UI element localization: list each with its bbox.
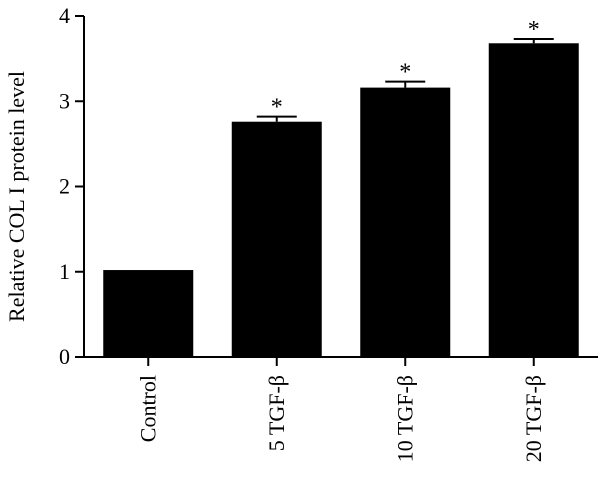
- y-tick-label: 2: [59, 174, 70, 199]
- significance-star: *: [528, 17, 540, 43]
- x-axis: Control 5 TGF-β 10 TGF-β 20 TGF-β: [84, 356, 598, 462]
- x-tick-label: 20 TGF-β: [521, 375, 546, 462]
- y-tick-label: 1: [59, 259, 70, 284]
- bar-3: [488, 43, 579, 357]
- bar-2: [360, 87, 451, 358]
- x-tick-label: Control: [135, 375, 160, 442]
- x-tick-label: 10 TGF-β: [392, 375, 417, 462]
- significance-star: *: [271, 95, 283, 121]
- y-tick-label: 4: [59, 3, 70, 28]
- y-tick-label: 0: [59, 344, 70, 369]
- bar-1: [231, 121, 322, 358]
- bars-group: [103, 43, 579, 358]
- error-bars-group: [256, 38, 554, 122]
- y-axis-title: Relative COL I protein level: [4, 71, 29, 322]
- x-tick-label: 5 TGF-β: [264, 375, 289, 451]
- bar-0: [103, 270, 194, 357]
- significance-star: *: [399, 60, 411, 86]
- significance-group: * * *: [271, 17, 540, 121]
- y-axis: 0 1 2 3 4: [59, 3, 85, 369]
- y-tick-label: 3: [59, 88, 70, 113]
